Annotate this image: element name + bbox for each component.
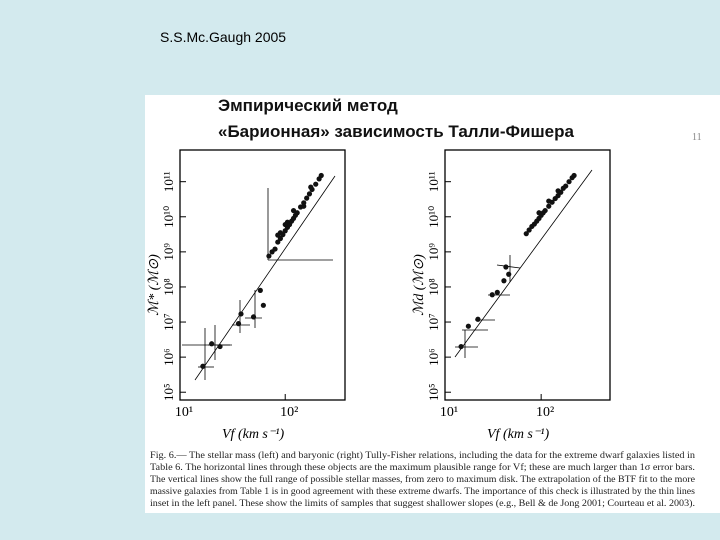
caption-line: Table 6. The horizontal lines through th… [150, 462, 695, 473]
fit-line [454, 169, 593, 358]
x-tick-label: 10² [280, 405, 298, 420]
data-point [290, 207, 297, 214]
y-axis-label: ℳd (ℳ⊙) [412, 254, 427, 316]
data-point [280, 232, 286, 238]
plot-frames [179, 149, 611, 401]
data-point [250, 314, 257, 320]
x-axis-label: Vf (km s⁻¹) [222, 427, 284, 442]
data-point [501, 278, 507, 284]
data-point [282, 221, 288, 228]
y-tick-label: 10⁹ [161, 243, 176, 261]
data-point [506, 271, 512, 277]
y-tick-label: 10⁵ [426, 383, 441, 401]
x-tick-label: 10² [536, 405, 554, 420]
data-point [546, 198, 552, 204]
data-point [571, 172, 577, 179]
data-point [546, 203, 552, 209]
x-tick-label: 10¹ [440, 405, 458, 420]
slide-title: «Барионная» зависимость Талли-Фишера [218, 122, 574, 141]
plot-frame [444, 149, 611, 401]
y-tick-label: 10¹⁰ [161, 206, 176, 228]
data-point [465, 323, 471, 329]
data-point [503, 264, 509, 270]
y-axis-label: ℳ* (ℳ⊙) [147, 254, 162, 316]
data-point [489, 292, 495, 298]
data-point [235, 321, 242, 327]
data-point [304, 195, 310, 201]
figure-panel [145, 95, 720, 513]
page-number: 11 [692, 132, 702, 143]
y-tick-label: 10¹¹ [161, 171, 176, 192]
y-tick-label: 10⁶ [161, 348, 176, 366]
data-point [542, 207, 548, 214]
caption-line: Fig. 6.— The stellar mass (left) and bar… [150, 450, 695, 461]
data-point [275, 232, 281, 238]
caption: Fig. 6.— The stellar mass (left) and bar… [150, 450, 695, 509]
data-point [475, 316, 481, 322]
data-point [209, 341, 215, 347]
data-point [275, 239, 281, 245]
caption-line: The vertical lines show the full range o… [150, 474, 695, 485]
data-point [555, 188, 561, 194]
y-tick-label: 10⁸ [426, 278, 441, 296]
data-point [257, 287, 263, 293]
data-point [318, 172, 324, 179]
author: S.S.Mc.Gaugh 2005 [160, 29, 286, 45]
slide-title: Эмпирический метод [218, 96, 398, 115]
data-point [494, 289, 500, 295]
y-tick-label: 10⁷ [161, 313, 176, 331]
x-tick-label: 10¹ [175, 405, 193, 420]
data-point [563, 183, 569, 189]
data-point [526, 227, 532, 233]
y-tick-label: 10⁹ [426, 243, 441, 261]
plot-frame [179, 149, 346, 401]
caption-line: inset in the left panel. These show the … [150, 498, 695, 509]
data-point [266, 253, 272, 259]
y-tick-label: 10¹¹ [426, 171, 441, 192]
y-tick-label: 10¹⁰ [426, 206, 441, 228]
data-point [566, 179, 572, 185]
data-point [306, 191, 313, 197]
data-point [217, 343, 223, 350]
data-point [536, 210, 542, 216]
y-tick-label: 10⁸ [161, 278, 176, 296]
data-point [272, 246, 278, 252]
data-point [523, 231, 529, 237]
data-point [308, 184, 314, 190]
y-tick-label: 10⁵ [161, 383, 176, 401]
data-point [458, 343, 464, 350]
y-tick-label: 10⁶ [426, 348, 441, 366]
data-point [301, 203, 307, 209]
data-point [313, 181, 319, 187]
data-point [200, 363, 206, 369]
caption-line: massive galaxies from Table 1 is in good… [150, 486, 695, 497]
y-tick-label: 10⁷ [426, 313, 441, 331]
x-axis-label: Vf (km s⁻¹) [487, 427, 549, 442]
data-point [238, 311, 244, 317]
data-point [260, 302, 266, 308]
